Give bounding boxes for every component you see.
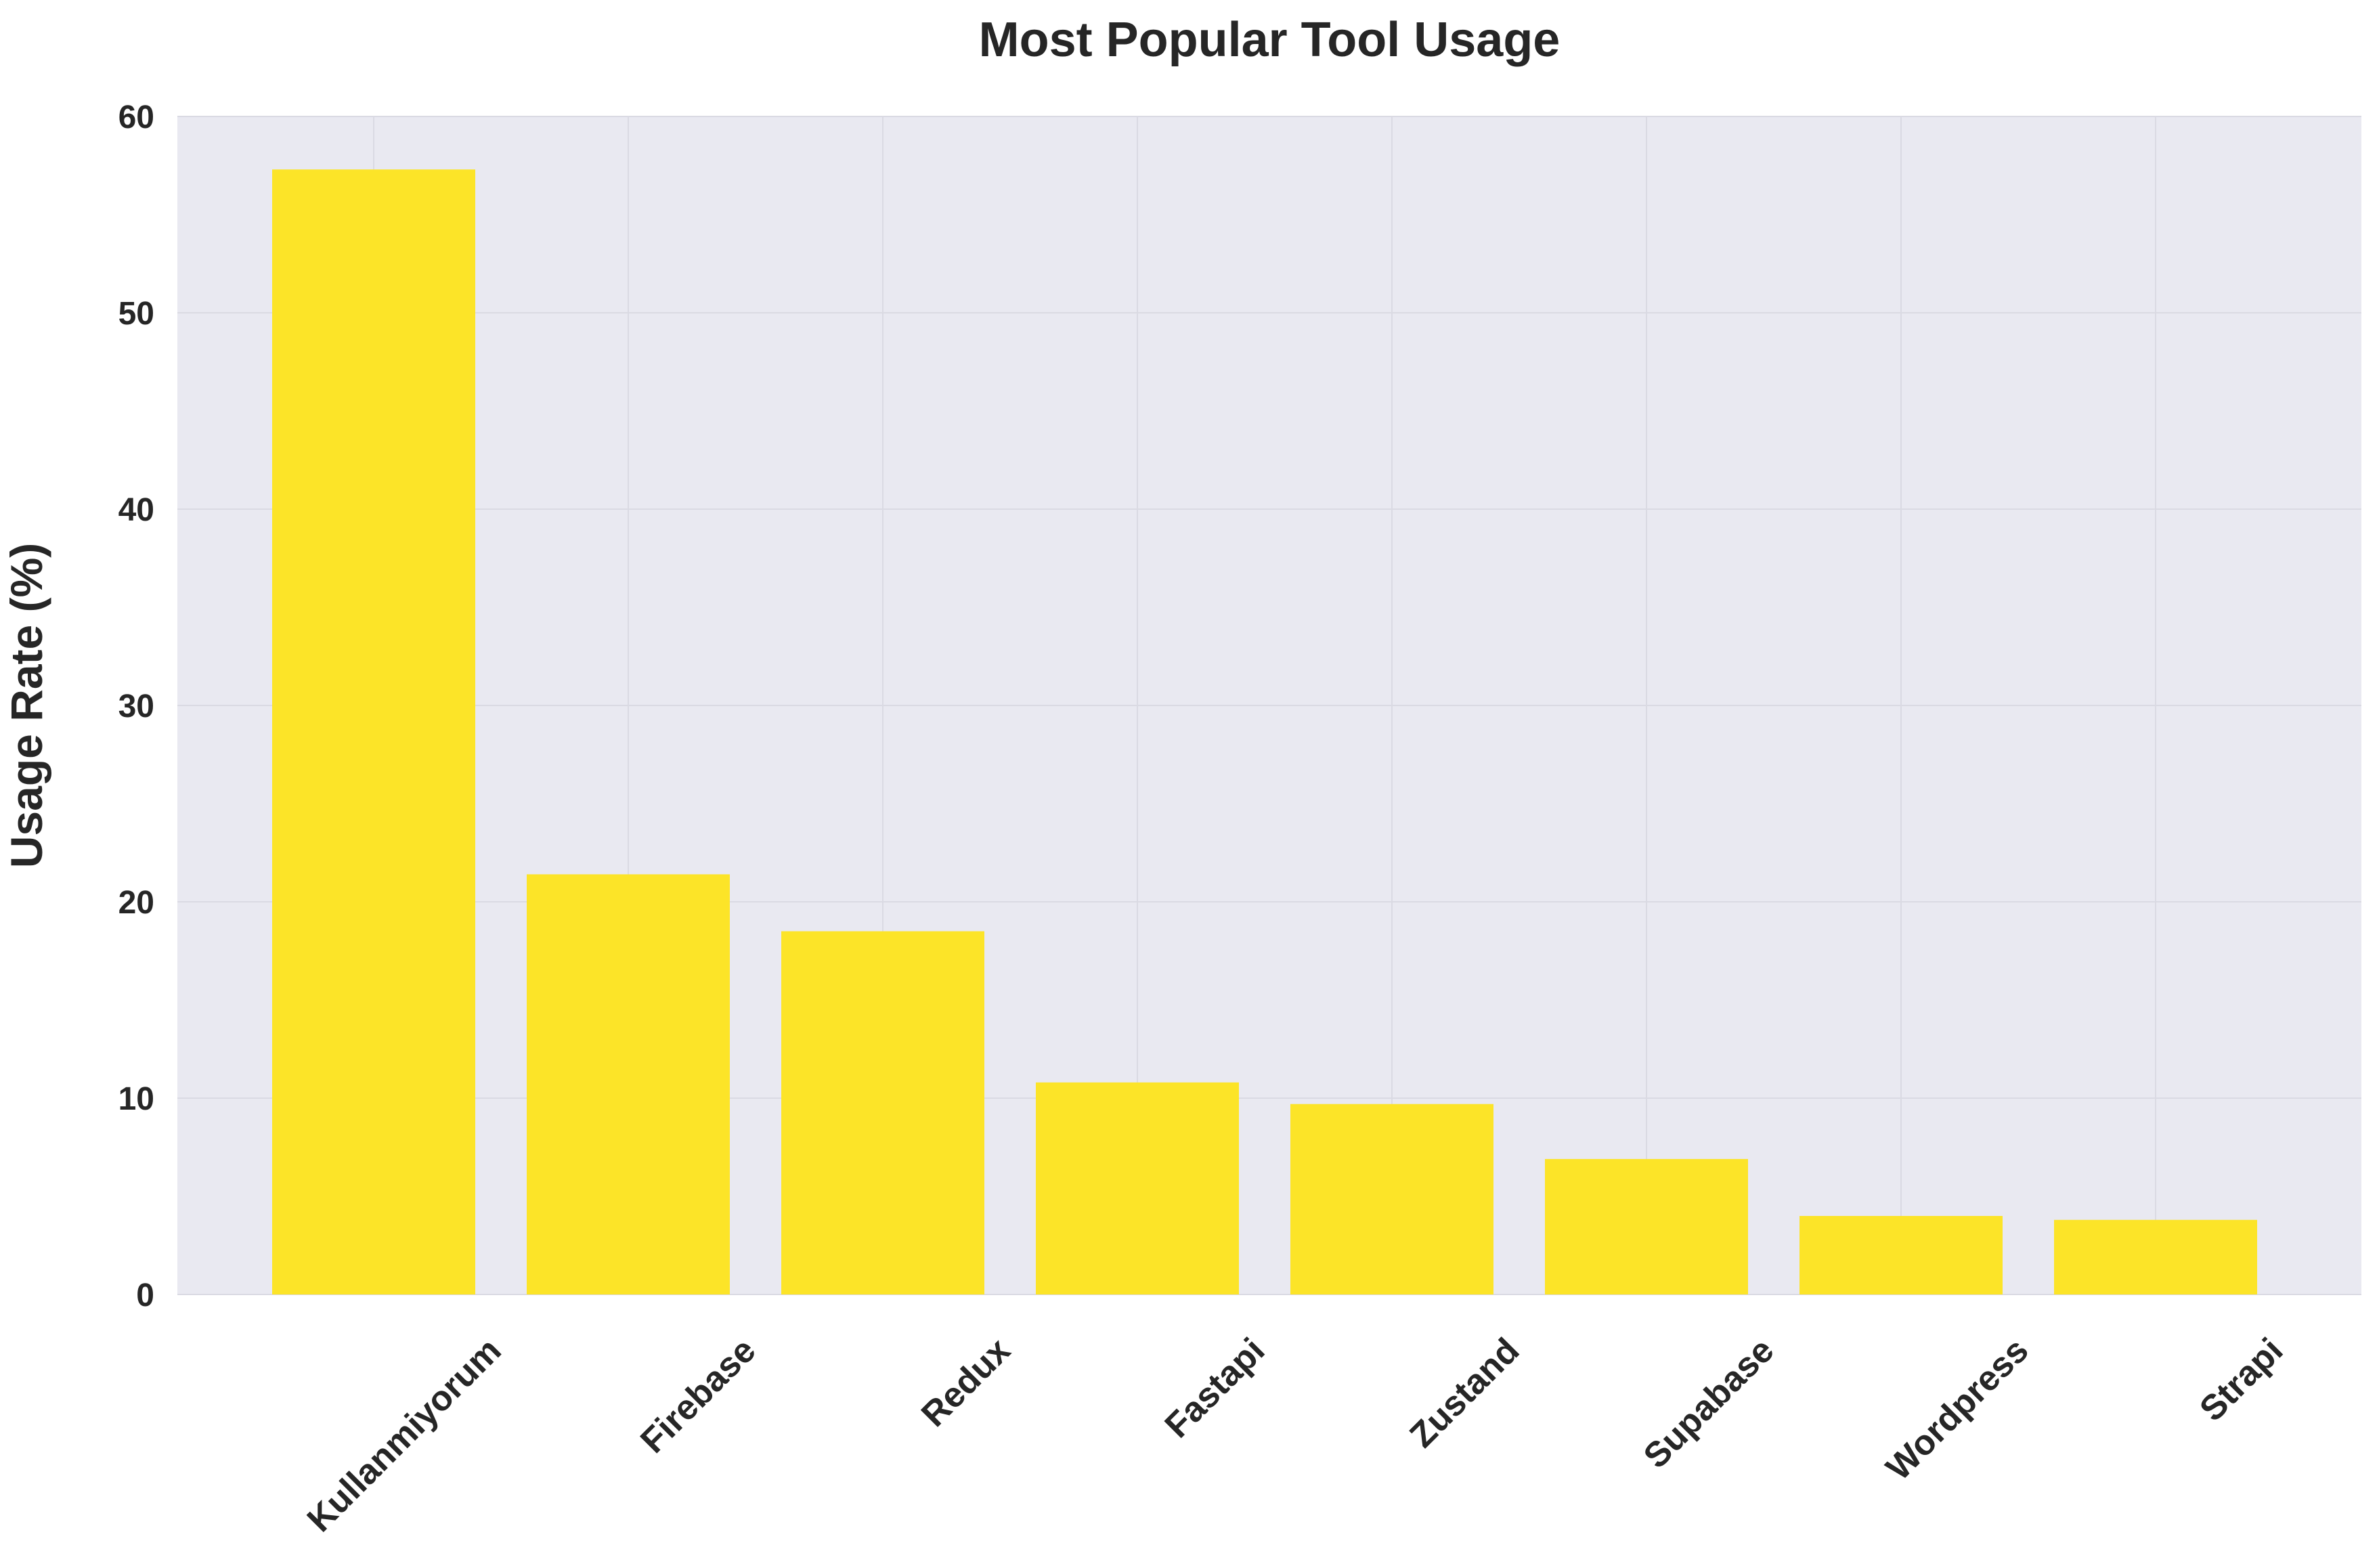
y-tick-label: 30 bbox=[118, 689, 154, 724]
y-axis-ticks: 0 10 20 30 40 50 60 bbox=[118, 100, 154, 1313]
y-tick-label: 10 bbox=[118, 1081, 154, 1117]
bar-fastapi bbox=[1036, 1082, 1239, 1294]
bar-strapi bbox=[2054, 1219, 2257, 1294]
bar-supabase bbox=[1545, 1158, 1748, 1294]
y-tick-label: 0 bbox=[136, 1278, 154, 1313]
bar-wordpress bbox=[1799, 1216, 2003, 1294]
y-tick-label: 50 bbox=[118, 296, 154, 332]
y-axis-label: Usage Rate (%) bbox=[1, 543, 51, 868]
bar-zustand bbox=[1290, 1104, 1493, 1294]
bars bbox=[272, 169, 2257, 1294]
y-tick-label: 60 bbox=[118, 100, 154, 135]
y-tick-label: 20 bbox=[118, 885, 154, 921]
bar-redux bbox=[781, 931, 984, 1294]
chart-title: Most Popular Tool Usage bbox=[979, 13, 1560, 67]
bar-firebase bbox=[527, 874, 730, 1294]
y-tick-label: 40 bbox=[118, 492, 154, 528]
bar-kullanmiyorum bbox=[272, 169, 475, 1294]
